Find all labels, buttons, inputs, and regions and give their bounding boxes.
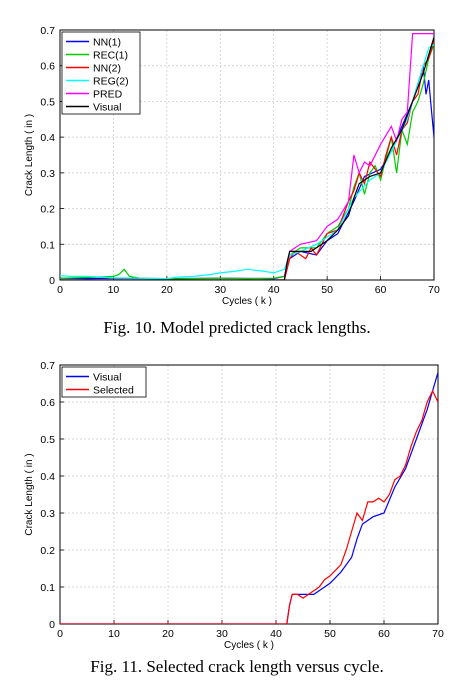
series-line-visual xyxy=(60,36,434,280)
y-tick-label: 0.5 xyxy=(40,434,55,446)
x-tick-label: 10 xyxy=(108,628,120,640)
y-axis-label: Crack Length ( in ) xyxy=(24,114,35,196)
series-line-pred xyxy=(283,32,434,277)
legend-label: REC(1) xyxy=(93,50,128,62)
x-tick-label: 50 xyxy=(324,628,336,640)
legend-label: NN(2) xyxy=(93,63,121,75)
series-line-visual xyxy=(60,372,438,624)
legend-label: Visual xyxy=(93,102,121,114)
legend-box xyxy=(61,31,141,115)
y-axis-label: Crack Length ( in ) xyxy=(24,453,35,535)
legend-label: PRED xyxy=(93,89,123,101)
x-tick-label: 20 xyxy=(162,628,174,640)
plot-frame xyxy=(59,364,439,625)
x-tick-label: 0 xyxy=(57,284,63,296)
y-tick-label: 0.7 xyxy=(40,360,55,372)
y-tick-label: 0.2 xyxy=(40,204,55,216)
legend-label: NN(1) xyxy=(93,37,121,49)
legend-label: Visual xyxy=(93,372,121,384)
series-line-nn-2- xyxy=(60,40,434,280)
crack-length-chart-fig10: 0 10 20 30 40 50 60 70 0 0.1 0.2 0.3 0.4 0.5 0.6 0.7 Cyc… xyxy=(24,25,440,307)
y-tick-label: 0.1 xyxy=(40,582,55,594)
y-tick-label: 0.3 xyxy=(40,508,55,520)
y-tick-label: 0 xyxy=(49,275,55,287)
legend-label: REG(2) xyxy=(93,76,129,88)
figure-11-caption: Fig. 11. Selected crack length versus cy… xyxy=(90,657,384,676)
y-tick-label: 0.3 xyxy=(40,168,55,180)
series-line-reg-2- xyxy=(60,43,434,280)
x-tick-label: 70 xyxy=(432,628,444,640)
x-tick-label: 0 xyxy=(57,628,63,640)
y-tick-label: 0.6 xyxy=(40,397,55,409)
x-tick-label: 40 xyxy=(270,628,282,640)
y-tick-label: 0.4 xyxy=(40,132,55,144)
y-tick-label: 0.2 xyxy=(40,545,55,557)
x-tick-label: 20 xyxy=(161,284,173,296)
x-tick-label: 30 xyxy=(214,284,226,296)
figure-11: 0 10 20 30 40 50 60 70 0 0.1 0.2 0.3 0.4 0.5 0.6 0.7 Cyc… xyxy=(0,347,474,682)
legend-label: Selected xyxy=(93,385,134,397)
y-tick-label: 0.5 xyxy=(40,96,55,108)
x-tick-label: 10 xyxy=(108,284,120,296)
x-axis-label: Cycles ( k ) xyxy=(222,296,272,307)
y-tick-label: 0 xyxy=(49,619,55,631)
y-tick-label: 0.1 xyxy=(40,239,55,251)
x-tick-label: 70 xyxy=(428,284,440,296)
y-tick-label: 0.4 xyxy=(40,471,55,483)
x-tick-label: 60 xyxy=(375,284,387,296)
x-tick-label: 50 xyxy=(321,284,333,296)
y-tick-label: 0.7 xyxy=(40,25,55,37)
x-tick-label: 40 xyxy=(268,284,280,296)
figure-10-caption: Fig. 10. Model predicted crack lengths. xyxy=(103,318,371,337)
legend-box xyxy=(61,366,147,398)
crack-length-chart-fig11: 0 10 20 30 40 50 60 70 0 0.1 0.2 0.3 0.4 0.5 0.6 0.7 Cyc… xyxy=(24,360,444,651)
figure-10: 0 10 20 30 40 50 60 70 0 0.1 0.2 0.3 0.4 0.5 0.6 0.7 Cyc… xyxy=(24,25,440,337)
x-tick-label: 30 xyxy=(216,628,228,640)
x-axis-label: Cycles ( k ) xyxy=(224,640,274,651)
series-line-selected xyxy=(60,389,438,624)
x-tick-label: 60 xyxy=(378,628,390,640)
y-tick-label: 0.6 xyxy=(40,61,55,73)
